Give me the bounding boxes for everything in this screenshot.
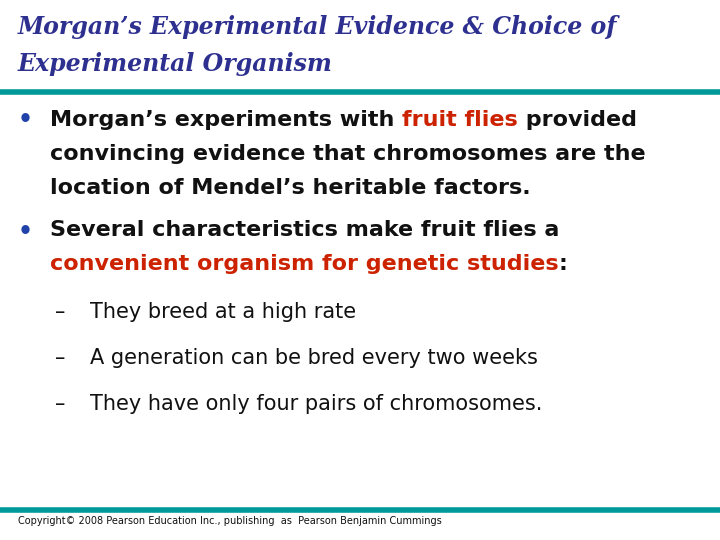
Text: •: • — [18, 108, 33, 132]
Text: Morgan’s Experimental Evidence & Choice of: Morgan’s Experimental Evidence & Choice … — [18, 15, 617, 39]
Text: location of Mendel’s heritable factors.: location of Mendel’s heritable factors. — [50, 178, 531, 198]
Text: They have only four pairs of chromosomes.: They have only four pairs of chromosomes… — [90, 394, 542, 414]
Text: –: – — [55, 302, 66, 322]
Text: provided: provided — [518, 110, 637, 130]
Text: convenient organism for genetic studies: convenient organism for genetic studies — [50, 254, 559, 274]
Text: –: – — [55, 394, 66, 414]
Text: Copyright© 2008 Pearson Education Inc., publishing  as  Pearson Benjamin Cumming: Copyright© 2008 Pearson Education Inc., … — [18, 516, 442, 526]
Text: Several characteristics make fruit flies a: Several characteristics make fruit flies… — [50, 220, 559, 240]
Text: They breed at a high rate: They breed at a high rate — [90, 302, 356, 322]
Text: :: : — [559, 254, 567, 274]
Text: Morgan’s experiments with: Morgan’s experiments with — [50, 110, 402, 130]
Text: convincing evidence that chromosomes are the: convincing evidence that chromosomes are… — [50, 144, 646, 164]
Text: •: • — [18, 220, 33, 244]
Text: fruit flies: fruit flies — [402, 110, 518, 130]
Text: –: – — [55, 348, 66, 368]
Text: A generation can be bred every two weeks: A generation can be bred every two weeks — [90, 348, 538, 368]
Text: Experimental Organism: Experimental Organism — [18, 52, 333, 76]
